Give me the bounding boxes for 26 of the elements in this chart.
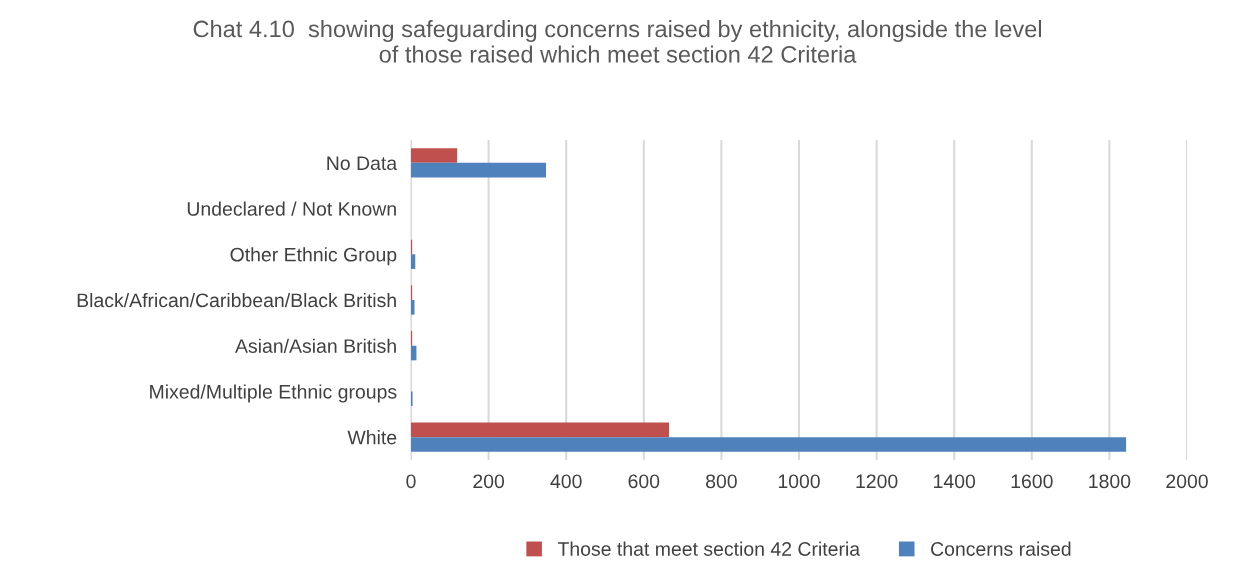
x-tick-label: 1600 [1011,474,1053,489]
x-tick-label: 400 [550,474,582,489]
x-tick-label: 200 [473,474,505,489]
y-tick-label: Mixed/Multiple Ethnic groups [150,384,397,403]
x-tick-label: 2000 [1166,474,1208,489]
bar [411,437,1127,452]
legend-label: Those that meet section 42 Criteria [557,541,861,556]
legend-label: Concerns raised [931,541,1071,556]
y-tick-label: No Data [327,156,398,171]
y-tick-label: Other Ethnic Group [230,247,397,266]
y-tick-label: Black/African/Caribbean/Black British [77,292,396,308]
y-tick-label: Undeclared / Not Known [187,201,396,216]
x-tick-label: 1800 [1089,474,1131,489]
x-tick-label: 1200 [856,474,898,489]
x-tick-label: 1000 [778,474,820,489]
x-tick-label: 800 [706,474,737,489]
bar [411,148,458,163]
x-tick-label: 600 [628,474,660,489]
bar [411,254,416,269]
x-tick-label: 0 [406,474,416,489]
bar [411,162,547,178]
x-tick-label: 1400 [934,474,976,489]
y-tick-label: White [347,430,397,445]
y-tick-label: Asian/Asian British [235,338,396,353]
chart-title: Chat 4.10 showing safeguarding concerns raised by ethnicity, alongside the level of those raised which meet section 42 Criteria [193,20,1041,63]
bar [411,422,670,438]
